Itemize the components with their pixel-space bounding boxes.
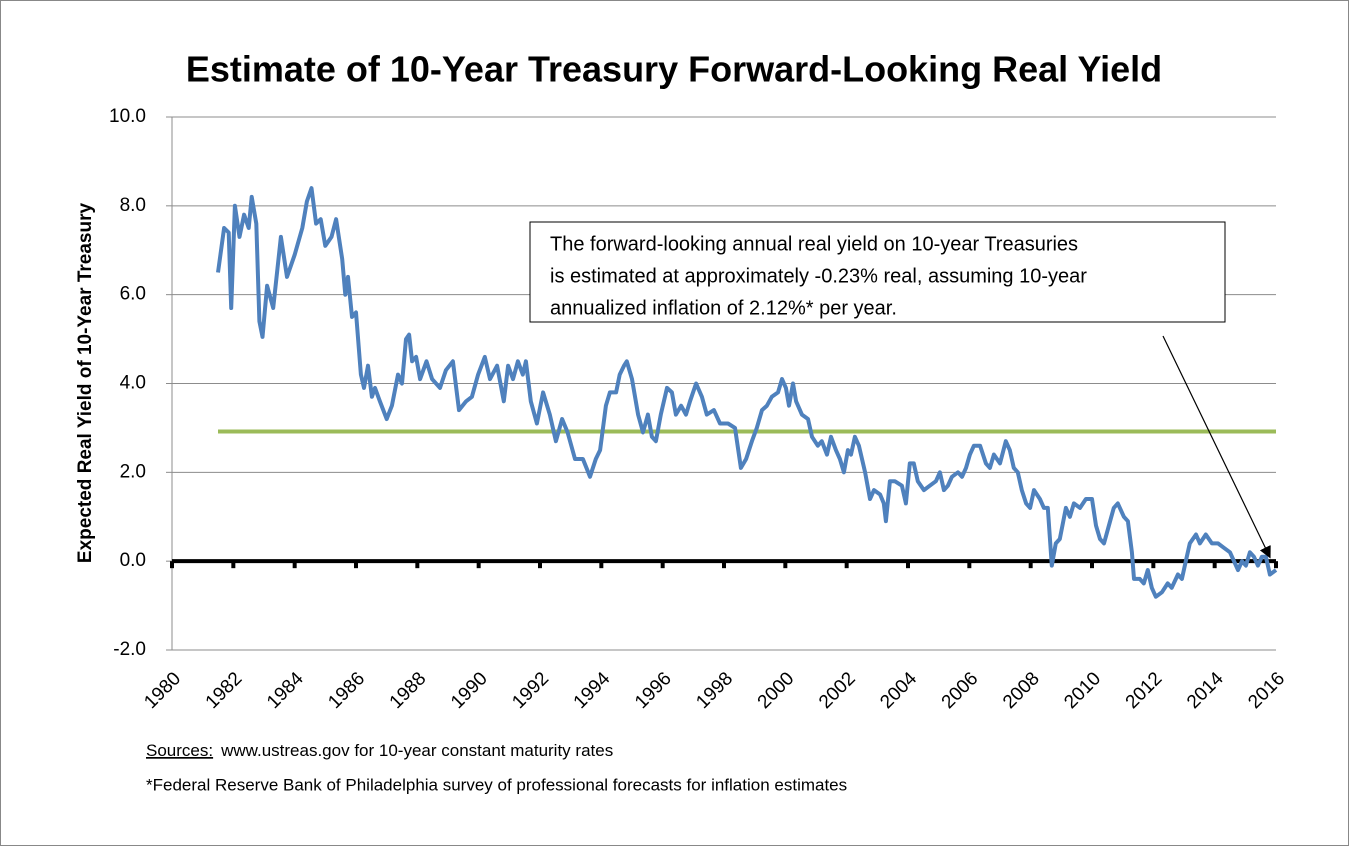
y-tick-label: 10.0 xyxy=(109,106,146,127)
sources-label: Sources: xyxy=(146,741,213,760)
y-tick-label: 8.0 xyxy=(120,195,146,216)
y-tick-label: 4.0 xyxy=(120,373,146,394)
y-tick-label: 6.0 xyxy=(120,284,146,305)
sources-text: www.ustreas.gov for 10-year constant mat… xyxy=(220,741,613,760)
y-axis-label: Expected Real Yield of 10-Year Treasury xyxy=(75,203,96,564)
annotation-box xyxy=(529,221,1226,323)
y-tick-label: 2.0 xyxy=(120,461,146,482)
sources-note: *Federal Reserve Bank of Philadelphia su… xyxy=(146,775,847,794)
chart-title: Estimate of 10-Year Treasury Forward-Loo… xyxy=(186,49,1162,90)
annotation-text: is estimated at approximately -0.23% rea… xyxy=(550,265,1087,287)
y-tick-label: -2.0 xyxy=(113,639,146,660)
annotation-text: The forward-looking annual real yield on… xyxy=(550,233,1078,255)
y-tick-label: 0.0 xyxy=(120,550,146,571)
series-line xyxy=(216,186,1278,599)
annotation-text: annualized inflation of 2.12%* per year. xyxy=(550,297,897,319)
sources: Sources: www.ustreas.gov for 10-year cons… xyxy=(146,741,613,760)
annotation-arrow xyxy=(1162,335,1271,559)
